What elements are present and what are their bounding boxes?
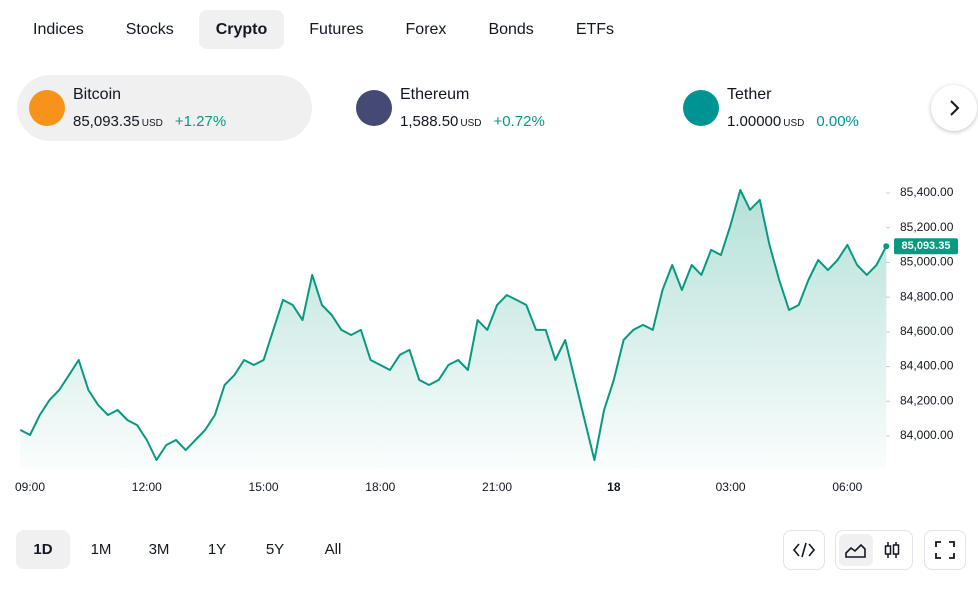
embed-button[interactable] <box>783 530 825 570</box>
ticker-unit: USD <box>460 118 482 129</box>
range-button[interactable]: 3M <box>148 541 170 558</box>
last-point <box>883 243 890 250</box>
x-tick-label: 12:00 <box>132 480 162 494</box>
x-tick-label: 21:00 <box>482 480 512 494</box>
tab[interactable]: Forex <box>405 21 447 38</box>
ticker-name: Bitcoin <box>73 86 122 103</box>
x-tick-label: 18 <box>607 480 621 494</box>
y-tick-label: 84,000.00 <box>900 428 954 442</box>
ticker-icon <box>683 90 719 126</box>
line <box>19 189 888 461</box>
fullscreen-button[interactable] <box>924 530 966 570</box>
x-tick-label: 09:00 <box>15 480 45 494</box>
y-tick-label: 84,800.00 <box>900 289 954 303</box>
ticker-quote: 85,093.35 USD +1.27% <box>73 113 226 130</box>
x-tick-label: 06:00 <box>832 480 862 494</box>
range-button[interactable]: 1Y <box>207 541 227 558</box>
y-tick-label: 84,200.00 <box>900 393 954 407</box>
ticker-price: 85,093.35 <box>73 113 140 130</box>
ticker-icon <box>356 90 392 126</box>
x-tick-label: 15:00 <box>249 480 279 494</box>
ticker-name: Ethereum <box>400 86 470 103</box>
ticker-price: 1.00000 <box>727 113 782 130</box>
tab[interactable]: Stocks <box>125 21 174 38</box>
ticker-unit: USD <box>783 118 805 129</box>
last-price-label: 85,093.35 <box>902 240 951 252</box>
range-button[interactable]: All <box>324 541 342 558</box>
tab[interactable]: Bonds <box>488 21 534 38</box>
ticker-change: +0.72% <box>493 113 545 130</box>
x-tick-label: 03:00 <box>716 480 746 494</box>
last-price-badge <box>894 238 958 255</box>
ticker-quote: 1.00000 USD 0.00% <box>727 113 859 130</box>
ticker[interactable]: Bitcoin 85,093.35 USD +1.27% <box>17 75 312 141</box>
y-tick-label: 85,000.00 <box>900 255 954 269</box>
y-tick-label: 84,600.00 <box>900 324 954 338</box>
ticker-name: Tether <box>727 86 772 103</box>
tab[interactable]: Indices <box>33 21 84 38</box>
icon <box>839 534 900 566</box>
ticker-row: Bitcoin 85,093.35 USD +1.27% Ethereum 1,588.5… <box>17 75 977 141</box>
tab[interactable]: Futures <box>309 21 364 38</box>
y-tick-label: 84,400.00 <box>900 359 954 373</box>
ticker-quote: 1,588.50 USD +0.72% <box>400 113 545 130</box>
ticker[interactable]: Ethereum 1,588.50 USD +0.72% <box>344 75 639 141</box>
ticker-unit: USD <box>141 118 163 129</box>
ticker-change: +1.27% <box>174 113 227 130</box>
ticker[interactable]: Tether 1.00000 USD 0.00% <box>671 75 966 141</box>
icon <box>935 541 955 559</box>
icon <box>792 542 816 558</box>
chart-style-group <box>835 530 913 570</box>
y-tick-label: 85,400.00 <box>900 185 954 199</box>
tab[interactable]: ETFs <box>575 21 615 38</box>
y-tick-label: 85,200.00 <box>900 220 954 234</box>
ticker-change: 0.00% <box>816 113 859 130</box>
next-button[interactable] <box>931 85 977 131</box>
range-bar: 1D 1M 3M 1Y 5Y All <box>16 530 364 569</box>
tab[interactable]: Crypto <box>198 10 285 49</box>
range-button[interactable]: 5Y <box>265 541 285 558</box>
x-tick-label: 18:00 <box>365 480 395 494</box>
range-button[interactable]: 1M <box>90 541 112 558</box>
ticker-price: 1,588.50 <box>400 113 459 130</box>
chevron <box>950 100 960 116</box>
chart: 84,000.00 84,200.00 84,400.00 84,600.00 84,8… <box>15 185 958 494</box>
tab-bar: Indices Stocks Crypto Futures Forex Bonds ETFs <box>16 10 639 49</box>
range-button[interactable]: 1D <box>16 530 70 569</box>
area <box>20 190 887 468</box>
ticker-icon <box>29 90 65 126</box>
